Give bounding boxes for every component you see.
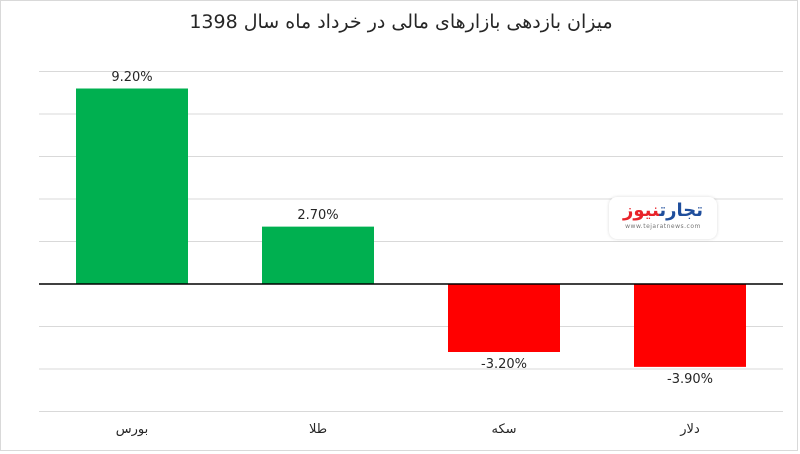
- data-label: 9.20%: [111, 69, 153, 85]
- tejaratnews-logo: تجارتنیوز www.tejaratnews.com: [609, 197, 717, 239]
- category-label: سکه: [491, 422, 517, 437]
- bar: [262, 226, 374, 284]
- category-label: بورس: [115, 422, 149, 437]
- data-label: -3.20%: [481, 357, 527, 372]
- data-label: -3.90%: [667, 371, 713, 387]
- bar: [634, 284, 746, 367]
- logo-text-part2: نیوز: [623, 200, 660, 221]
- category-label: طلا: [308, 422, 328, 437]
- logo-text: تجارتنیوز: [609, 200, 717, 222]
- bar: [448, 284, 560, 352]
- data-label: 2.70%: [297, 207, 339, 223]
- category-label: دلار: [680, 422, 700, 437]
- logo-text-part1: تجارت: [659, 200, 703, 221]
- chart-title: میزان بازدهی بازارهای مالی در خرداد ماه …: [189, 11, 613, 33]
- logo-url: www.tejaratnews.com: [625, 223, 701, 230]
- bar: [76, 88, 188, 284]
